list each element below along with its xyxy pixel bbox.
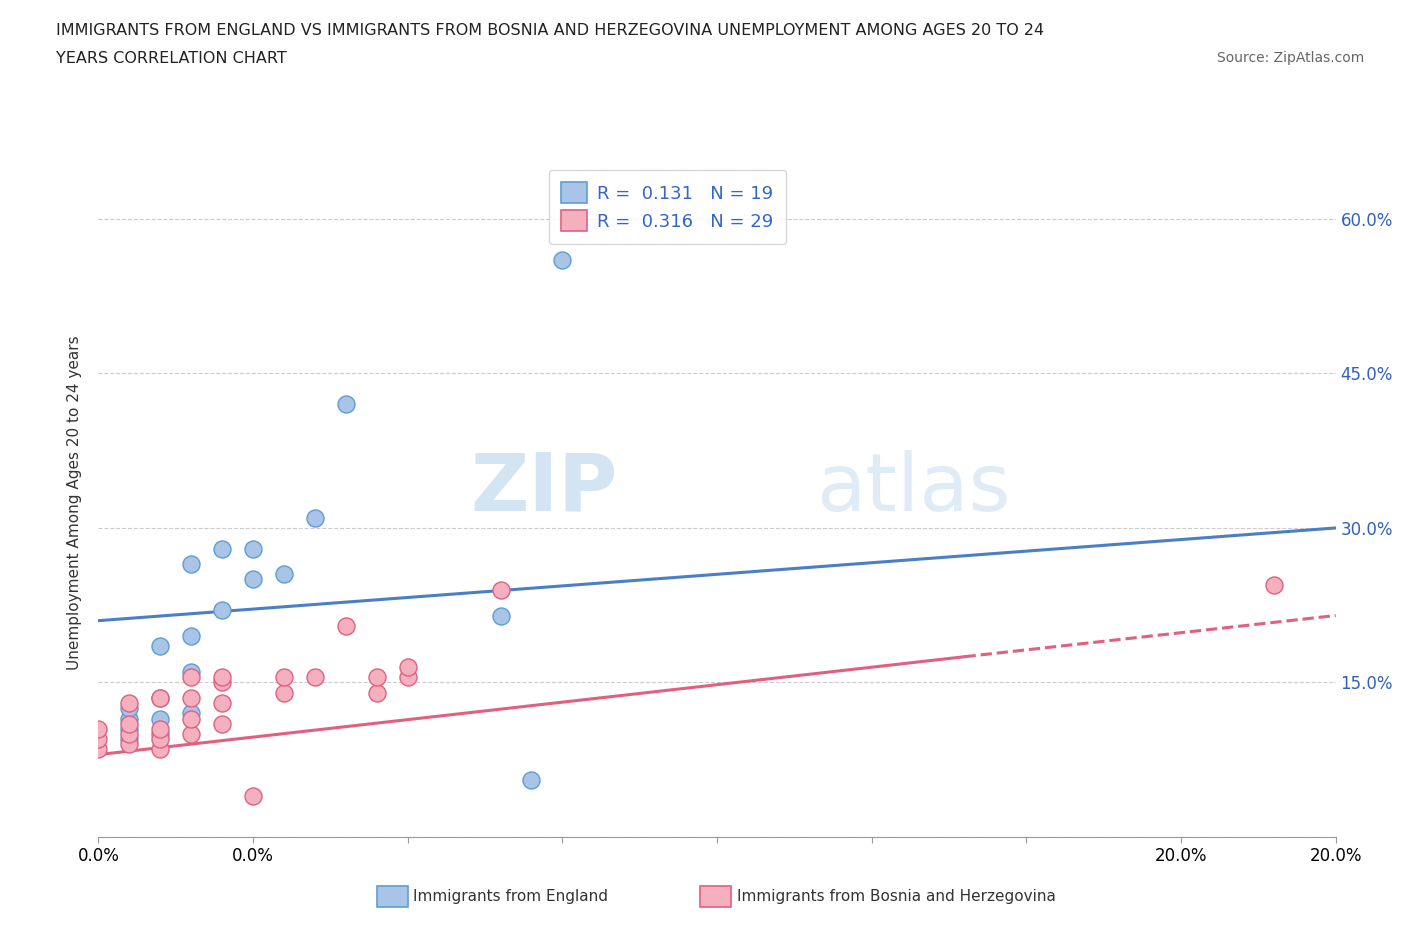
Text: atlas: atlas [815, 450, 1011, 528]
Text: YEARS CORRELATION CHART: YEARS CORRELATION CHART [56, 51, 287, 66]
Point [273, 685, 295, 700]
Point [180, 629, 202, 644]
Text: Source: ZipAtlas.com: Source: ZipAtlas.com [1216, 51, 1364, 65]
Legend: R =  0.131   N = 19, R =  0.316   N = 29: R = 0.131 N = 19, R = 0.316 N = 29 [548, 170, 786, 244]
Point [149, 742, 172, 757]
Point [118, 732, 141, 747]
Point [396, 659, 419, 674]
Point [180, 670, 202, 684]
Y-axis label: Unemployment Among Ages 20 to 24 years: Unemployment Among Ages 20 to 24 years [67, 335, 83, 670]
Point [1263, 578, 1285, 592]
Point [87, 742, 110, 757]
Point [149, 690, 172, 705]
Point [211, 716, 233, 731]
Point [180, 711, 202, 726]
Point [551, 253, 574, 268]
Text: Immigrants from Bosnia and Herzegovina: Immigrants from Bosnia and Herzegovina [737, 889, 1056, 904]
Point [242, 541, 264, 556]
Point [366, 670, 388, 684]
Point [180, 690, 202, 705]
Point [211, 541, 233, 556]
Point [118, 722, 141, 737]
Point [366, 685, 388, 700]
Point [211, 603, 233, 618]
Point [489, 608, 512, 623]
Point [180, 556, 202, 571]
Point [149, 732, 172, 747]
Point [118, 711, 141, 726]
Point [273, 670, 295, 684]
Point [180, 706, 202, 721]
Point [118, 726, 141, 741]
Point [211, 670, 233, 684]
Point [273, 567, 295, 582]
Point [149, 639, 172, 654]
Point [335, 618, 357, 633]
Point [489, 582, 512, 597]
Point [180, 665, 202, 680]
Text: Immigrants from England: Immigrants from England [413, 889, 609, 904]
Point [87, 732, 110, 747]
Point [118, 696, 141, 711]
Text: ZIP: ZIP [471, 450, 619, 528]
Point [304, 511, 326, 525]
Text: IMMIGRANTS FROM ENGLAND VS IMMIGRANTS FROM BOSNIA AND HERZEGOVINA UNEMPLOYMENT A: IMMIGRANTS FROM ENGLAND VS IMMIGRANTS FR… [56, 23, 1045, 38]
Point [211, 696, 233, 711]
Point [180, 726, 202, 741]
Point [87, 722, 110, 737]
Point [149, 711, 172, 726]
Point [396, 670, 419, 684]
Point [149, 722, 172, 737]
Point [118, 716, 141, 731]
Point [118, 737, 141, 751]
Point [520, 773, 543, 788]
Point [149, 726, 172, 741]
Point [304, 670, 326, 684]
Point [211, 675, 233, 690]
Point [242, 789, 264, 804]
Point [118, 701, 141, 716]
Point [335, 397, 357, 412]
Point [149, 690, 172, 705]
Point [242, 572, 264, 587]
